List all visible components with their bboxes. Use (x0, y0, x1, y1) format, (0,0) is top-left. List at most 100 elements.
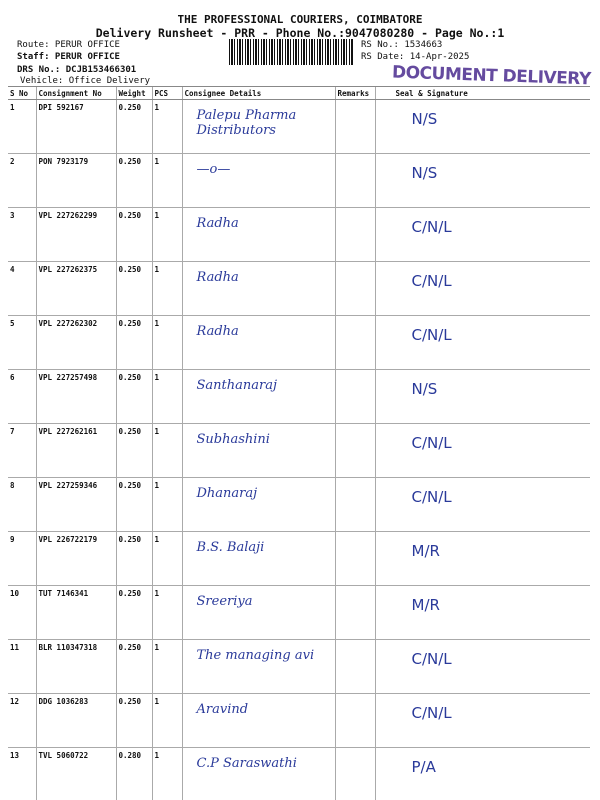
pcs: 1 (151, 99, 182, 154)
remarks (334, 99, 375, 154)
remarks (334, 207, 375, 262)
pcs: 1 (151, 531, 182, 586)
row-sno: 6 (8, 369, 36, 424)
consignee-details: Subhashini (181, 423, 335, 478)
row-sno: 5 (8, 315, 36, 370)
seal-signature: P/A (374, 747, 590, 800)
weight: 0.250 (115, 477, 152, 532)
seal-signature: C/N/L (374, 477, 590, 532)
pcs: 1 (151, 585, 182, 640)
rs-number: RS No.: 1534663 (361, 40, 443, 50)
consignment-no: VPL 227262302 (35, 315, 116, 370)
pcs: 1 (151, 261, 182, 316)
pcs: 1 (151, 207, 182, 262)
consignment-no: VPL 227262299 (35, 207, 116, 262)
weight: 0.280 (115, 747, 152, 800)
col-sno: S No (8, 86, 36, 100)
pcs: 1 (151, 153, 182, 208)
table-row: 3 VPL 227262299 0.250 1 Radha C/N/L (8, 207, 590, 262)
row-sno: 11 (8, 639, 36, 694)
table-row: 11 BLR 110347318 0.250 1 The managing avi C/N… (8, 639, 590, 694)
pcs: 1 (151, 747, 182, 800)
consignment-no: VPL 227259346 (35, 477, 116, 532)
seal-signature: M/R (374, 585, 590, 640)
barcode (229, 39, 353, 65)
row-sno: 1 (8, 99, 36, 154)
pcs: 1 (151, 639, 182, 694)
consignee-details: Radha (181, 207, 335, 262)
rs-date: RS Date: 14-Apr-2025 (361, 52, 470, 62)
pcs: 1 (151, 693, 182, 748)
weight: 0.250 (115, 153, 152, 208)
consignee-details: Santhanaraj (181, 369, 335, 424)
table-row: 10 TUT 7146341 0.250 1 Sreeriya M/R (8, 585, 590, 640)
pcs: 1 (151, 369, 182, 424)
remarks (334, 261, 375, 316)
col-consignee: Consignee Details (181, 86, 335, 100)
weight: 0.250 (115, 207, 152, 262)
consignee-details: —o— (181, 153, 335, 208)
table-header: S No Consignment No Weight PCS Consignee… (8, 86, 590, 100)
remarks (334, 369, 375, 424)
pcs: 1 (151, 423, 182, 478)
consignment-no: DDG 1036283 (35, 693, 116, 748)
pcs: 1 (151, 477, 182, 532)
remarks (334, 639, 375, 694)
consignment-no: VPL 227257498 (35, 369, 116, 424)
remarks (334, 153, 375, 208)
drs-number: DRS No.: DCJB153466301 (17, 65, 137, 75)
consignment-no: VPL 226722179 (35, 531, 116, 586)
table-row: 1 DPI 592167 0.250 1 Palepu Pharma Distribut… (8, 99, 590, 154)
row-sno: 10 (8, 585, 36, 640)
vehicle: Vehicle: Office Delivery (20, 76, 151, 86)
seal-signature: C/N/L (374, 261, 590, 316)
consignment-no: DPI 592167 (35, 99, 116, 154)
weight: 0.250 (115, 639, 152, 694)
weight: 0.250 (115, 369, 152, 424)
seal-signature: C/N/L (374, 315, 590, 370)
consignee-details: The managing avi (181, 639, 335, 694)
remarks (334, 585, 375, 640)
remarks (334, 693, 375, 748)
table-row: 2 PON 7923179 0.250 1 —o— N/S (8, 153, 590, 208)
table-row: 8 VPL 227259346 0.250 1 Dhanaraj C/N/L (8, 477, 590, 532)
remarks (334, 477, 375, 532)
row-sno: 4 (8, 261, 36, 316)
remarks (334, 423, 375, 478)
col-seal: Seal & Signature (374, 86, 590, 100)
row-sno: 12 (8, 693, 36, 748)
seal-signature: C/N/L (374, 639, 590, 694)
col-pcs: PCS (151, 86, 182, 100)
table-row: 12 DDG 1036283 0.250 1 Aravind C/N/L (8, 693, 590, 748)
weight: 0.250 (115, 315, 152, 370)
remarks (334, 531, 375, 586)
seal-signature: N/S (374, 153, 590, 208)
remarks (334, 747, 375, 800)
weight: 0.250 (115, 99, 152, 154)
consignee-details: Dhanaraj (181, 477, 335, 532)
consignee-details: C.P Saraswathi (181, 747, 335, 800)
col-weight: Weight (115, 86, 152, 100)
weight: 0.250 (115, 585, 152, 640)
pcs: 1 (151, 315, 182, 370)
runsheet-title: Delivery Runsheet - PRR - Phone No.:9047… (95, 26, 505, 40)
table-row: 7 VPL 227262161 0.250 1 Subhashini C/N/L (8, 423, 590, 478)
seal-signature: C/N/L (374, 693, 590, 748)
consignment-no: BLR 110347318 (35, 639, 116, 694)
seal-signature: C/N/L (374, 423, 590, 478)
route: Route: PERUR OFFICE (17, 40, 120, 50)
row-sno: 3 (8, 207, 36, 262)
consignment-no: VPL 227262161 (35, 423, 116, 478)
row-sno: 9 (8, 531, 36, 586)
runsheet-table: S No Consignment No Weight PCS Consignee… (8, 86, 590, 800)
consignment-no: VPL 227262375 (35, 261, 116, 316)
table-row: 13 TVL 5060722 0.280 1 C.P Saraswathi P/A (8, 747, 590, 800)
weight: 0.250 (115, 693, 152, 748)
table-row: 5 VPL 227262302 0.250 1 Radha C/N/L (8, 315, 590, 370)
col-remarks: Remarks (334, 86, 375, 100)
row-sno: 13 (8, 747, 36, 800)
consignee-details: B.S. Balaji (181, 531, 335, 586)
consignee-details: Palepu Pharma Distributors (181, 99, 335, 154)
consignee-details: Sreeriya (181, 585, 335, 640)
